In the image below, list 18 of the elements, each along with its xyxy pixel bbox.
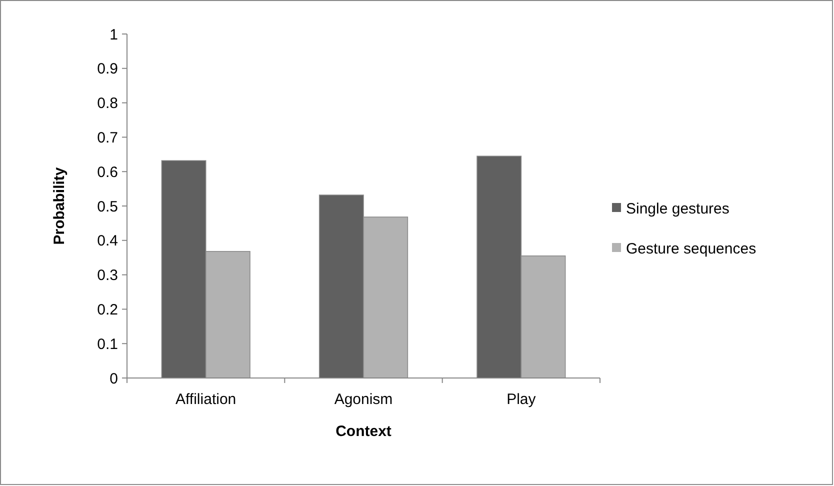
y-tick-label: 0.6 xyxy=(97,164,118,181)
y-axis-title: Probability xyxy=(51,166,68,245)
y-tick-label: 0.3 xyxy=(97,267,118,284)
y-tick-label: 0.2 xyxy=(97,301,118,318)
y-tick-label: 0 xyxy=(110,370,118,388)
x-axis-title: Context xyxy=(336,423,392,440)
y-tick-label: 0.7 xyxy=(97,129,118,146)
x-tick-label: Play xyxy=(506,391,536,408)
y-tick-label: 0.8 xyxy=(97,95,118,112)
y-tick-label: 0.5 xyxy=(97,198,118,216)
y-tick-label: 1 xyxy=(110,26,118,44)
legend-label: Single gestures xyxy=(626,200,730,218)
y-tick-label: 0.4 xyxy=(97,232,118,250)
legend-label: Gesture sequences xyxy=(626,240,756,258)
x-tick-label: Agonism xyxy=(334,391,393,408)
y-tick-label: 0.1 xyxy=(97,336,118,353)
x-tick-label: Affiliation xyxy=(176,391,236,408)
y-tick-label: 0.9 xyxy=(97,60,118,78)
